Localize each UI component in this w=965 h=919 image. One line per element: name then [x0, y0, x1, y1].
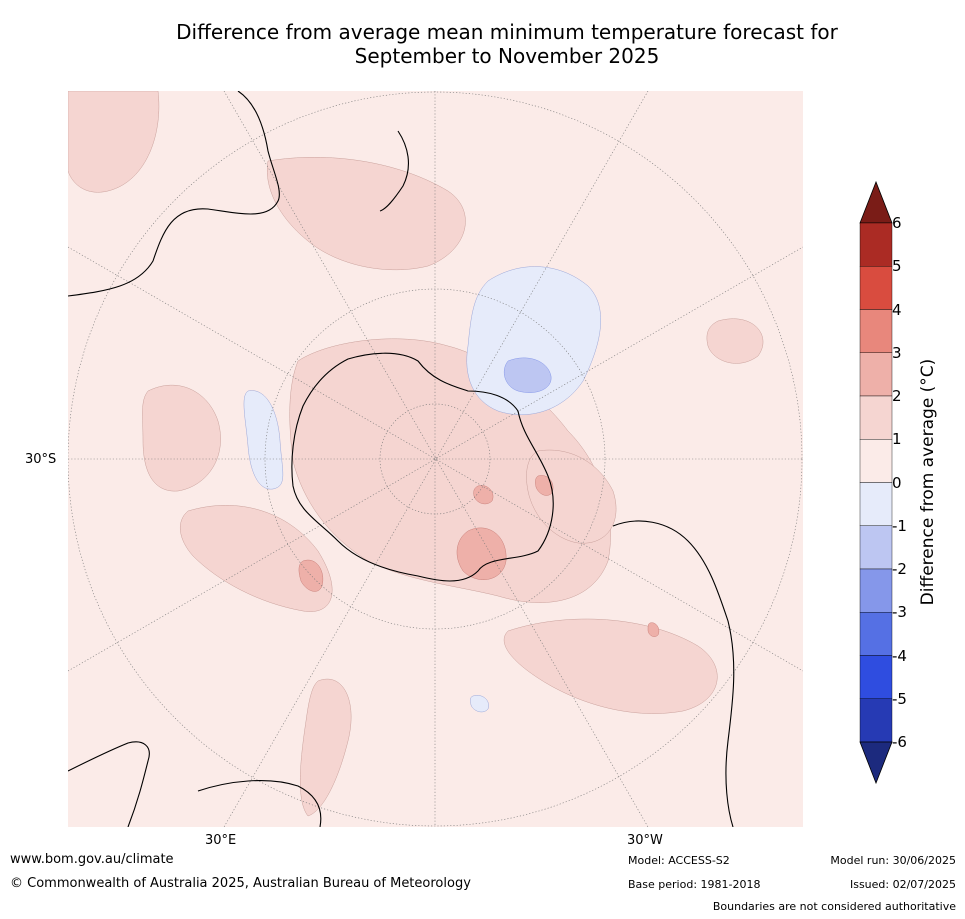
region-cool-indian: [243, 390, 284, 490]
colorbar-tick-label: -2: [892, 560, 907, 578]
footer-model: Model: ACCESS-S2: [628, 854, 730, 867]
colorbar-segment: [859, 309, 893, 353]
anomaly-1-2-regions: [68, 91, 764, 817]
spot-4: [535, 475, 554, 496]
coast-antarctica: [291, 352, 554, 582]
footer-model-run: Model run: 30/06/2025: [830, 854, 956, 867]
graticule: [68, 91, 803, 827]
anomaly-cool-regions: [243, 266, 601, 713]
chart-title: Difference from average mean minimum tem…: [0, 20, 965, 68]
footer-url[interactable]: www.bom.gov.au/climate: [10, 852, 174, 867]
region-tasman-warm: [266, 157, 466, 271]
title-line-1: Difference from average mean minimum tem…: [176, 20, 838, 44]
colorbar-segment: [859, 482, 893, 526]
colorbar-tick-label: -3: [892, 603, 907, 622]
region-nw-warm: [68, 91, 160, 193]
colorbar-tick-label: 0: [892, 473, 902, 492]
spot-5: [647, 622, 660, 637]
colorbar: [859, 180, 893, 785]
coast-south-america: [612, 520, 735, 827]
colorbar-tick-label: -6: [892, 733, 907, 751]
footer-issued: Issued: 02/07/2025: [849, 878, 956, 891]
coastlines: [68, 91, 735, 827]
colorbar-label: Difference from average (°C): [918, 358, 938, 606]
coast-new-zealand: [379, 130, 409, 212]
coast-south-africa-tip: [197, 780, 322, 827]
colorbar-segment: [859, 568, 893, 613]
colorbar-segment: [859, 655, 893, 699]
coast-africa: [68, 741, 150, 827]
anomaly-cool-1-2-regions: [503, 357, 552, 393]
lon-label-30e: 30°E: [205, 833, 237, 848]
colorbar-segment: [859, 266, 893, 310]
map-svg: [68, 91, 803, 827]
colorbar-tick-label: 6: [892, 214, 902, 232]
spot-2: [298, 559, 324, 592]
colorbar-tick-label: 2: [892, 387, 902, 405]
colorbar-tick-label: -4: [892, 646, 907, 665]
region-se-pacific-warm: [503, 618, 718, 714]
footer-copyright: © Commonwealth of Australia 2025, Austra…: [10, 876, 471, 891]
lat-label-30s: 30°S: [25, 452, 57, 467]
region-cool-pacific: [466, 266, 601, 415]
colorbar-bottom-triangle: [859, 741, 893, 785]
anomaly-2-3-regions: [298, 475, 660, 637]
footer-disclaimer: Boundaries are not considered authoritat…: [712, 900, 956, 913]
colorbar-segment: [859, 525, 893, 570]
colorbar-tick-label: 1: [892, 430, 902, 449]
colorbar-tick-label: -5: [892, 689, 907, 708]
region-east-warm: [706, 318, 764, 364]
region-indian-ocean-warm: [142, 384, 221, 492]
spot-3: [473, 485, 494, 505]
colorbar-tick-label: 4: [892, 300, 902, 319]
colorbar-segment: [859, 698, 893, 743]
colorbar-tick-label: 3: [892, 343, 902, 362]
spot-1: [456, 527, 507, 580]
colorbar-segment: [859, 352, 893, 397]
colorbar-tick-label: 5: [892, 257, 902, 276]
colorbar-segment: [859, 439, 893, 483]
region-sa-warm-east: [526, 449, 617, 544]
colorbar-segments: [859, 180, 893, 785]
region-cool-small: [470, 695, 489, 713]
colorbar-top-triangle: [859, 180, 893, 224]
colorbar-segment: [859, 222, 893, 267]
title-line-2: September to November 2025: [354, 44, 660, 68]
region-south-atlantic-warm: [180, 505, 333, 612]
colorbar-segment: [859, 395, 893, 440]
region-south-america-offshore-warm: [300, 678, 352, 817]
coast-australia: [68, 91, 280, 297]
spot-cool-1: [503, 357, 552, 393]
forecast-map: [68, 91, 803, 827]
lon-label-30w: 30°W: [627, 833, 663, 848]
colorbar-segment: [859, 612, 893, 656]
footer-base-period: Base period: 1981-2018: [628, 878, 761, 891]
colorbar-tick-label: -1: [892, 516, 907, 535]
